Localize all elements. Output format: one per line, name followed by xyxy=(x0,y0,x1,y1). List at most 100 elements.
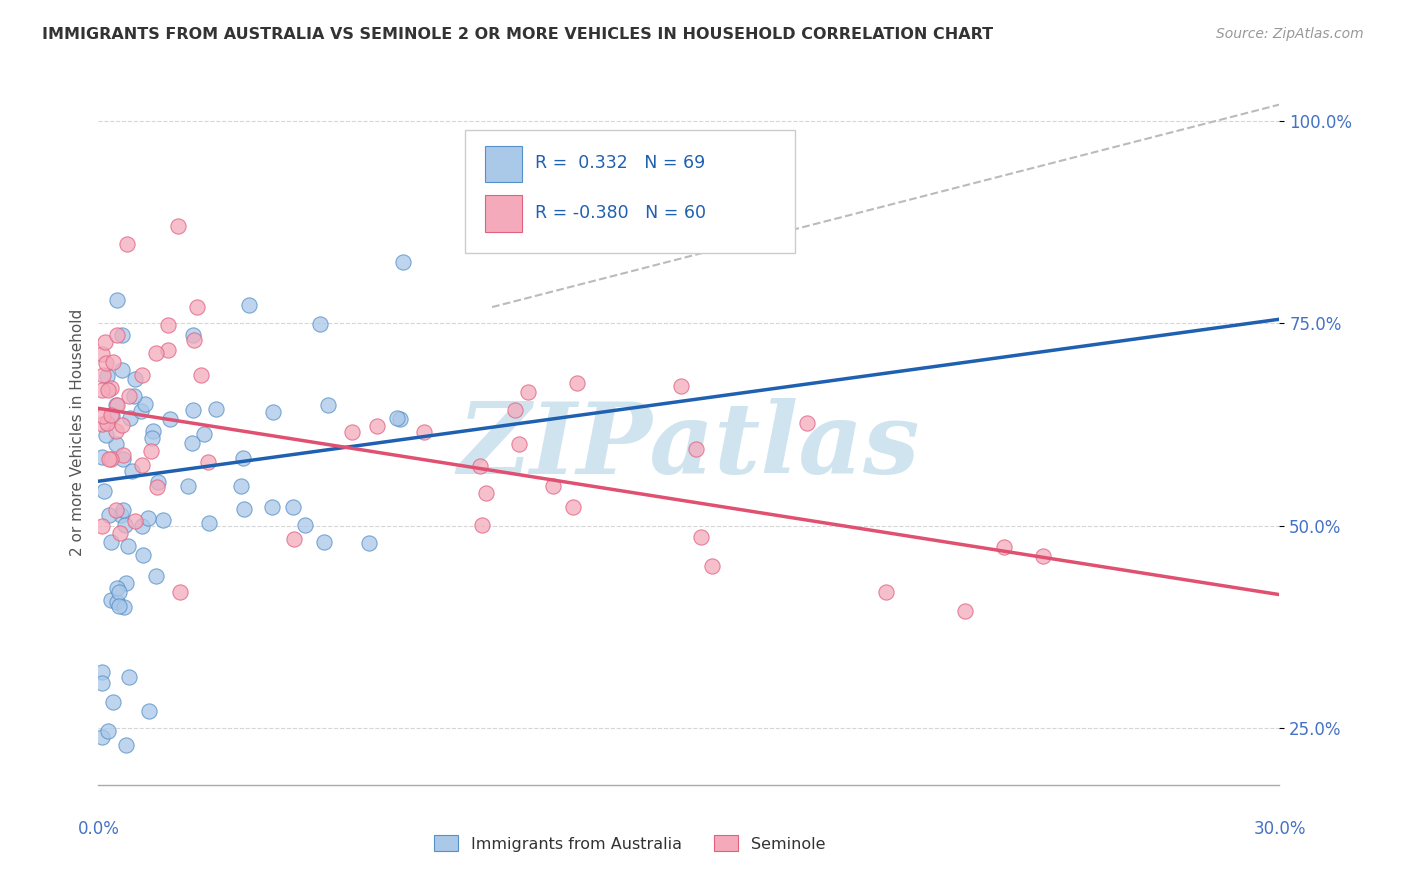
Point xyxy=(91,417,114,432)
Point xyxy=(96,356,118,370)
Text: 0.0%: 0.0% xyxy=(77,820,120,838)
Point xyxy=(117,389,139,403)
Text: 30.0%: 30.0% xyxy=(1253,820,1306,838)
Legend: Immigrants from Australia, Seminole: Immigrants from Australia, Seminole xyxy=(427,829,832,858)
Point xyxy=(413,425,436,439)
Point xyxy=(96,416,118,430)
Point xyxy=(316,398,339,412)
Point xyxy=(145,346,167,360)
Point xyxy=(138,510,160,524)
Point xyxy=(114,739,136,753)
Text: IMMIGRANTS FROM AUSTRALIA VS SEMINOLE 2 OR MORE VEHICLES IN HOUSEHOLD CORRELATIO: IMMIGRANTS FROM AUSTRALIA VS SEMINOLE 2 … xyxy=(42,27,993,42)
Point xyxy=(117,237,139,252)
Point xyxy=(105,582,128,596)
Text: R =  0.332   N = 69: R = 0.332 N = 69 xyxy=(536,154,706,172)
Point xyxy=(124,514,146,528)
Point xyxy=(312,534,335,549)
Point xyxy=(105,425,128,439)
Point xyxy=(105,398,128,412)
Point xyxy=(503,402,526,417)
Point xyxy=(104,436,127,450)
Point xyxy=(111,328,134,343)
Point xyxy=(129,403,152,417)
Point xyxy=(283,532,305,546)
Point xyxy=(111,503,134,517)
Point xyxy=(91,346,114,360)
Point xyxy=(470,518,492,533)
Point xyxy=(152,513,174,527)
Point xyxy=(262,405,284,419)
Point xyxy=(91,665,114,680)
Point xyxy=(93,368,115,383)
Point xyxy=(145,480,167,494)
Point xyxy=(100,593,122,607)
Point xyxy=(232,450,254,465)
Point xyxy=(385,411,408,425)
Point xyxy=(281,500,304,515)
Point xyxy=(103,695,125,709)
Point xyxy=(389,412,412,426)
Bar xyxy=(485,195,523,232)
Point xyxy=(131,368,153,382)
Point xyxy=(139,443,162,458)
Point xyxy=(145,569,167,583)
Point xyxy=(1032,549,1054,563)
Point xyxy=(166,219,188,233)
Point xyxy=(181,327,204,342)
Point xyxy=(108,584,131,599)
Point xyxy=(97,723,120,738)
Point xyxy=(94,334,117,349)
Point xyxy=(104,503,127,517)
Point xyxy=(105,595,128,609)
Point xyxy=(97,508,120,522)
Point xyxy=(565,376,588,390)
Point xyxy=(690,530,713,544)
Point xyxy=(181,402,204,417)
Point xyxy=(138,705,160,719)
Point xyxy=(205,401,228,416)
Point xyxy=(131,458,153,473)
Point xyxy=(541,479,564,493)
Point xyxy=(146,475,169,490)
Point xyxy=(108,526,131,541)
Point xyxy=(875,585,897,599)
Point xyxy=(96,428,118,442)
Point xyxy=(156,343,179,357)
Point xyxy=(183,333,205,347)
Point xyxy=(112,452,135,467)
Point xyxy=(110,508,132,522)
FancyBboxPatch shape xyxy=(464,129,796,253)
Point xyxy=(193,426,215,441)
Point xyxy=(114,575,136,590)
Point xyxy=(190,368,212,383)
Point xyxy=(993,541,1015,555)
Point xyxy=(118,411,141,425)
Point xyxy=(111,417,134,432)
Point xyxy=(561,500,583,514)
Point xyxy=(180,435,202,450)
Point xyxy=(197,455,219,469)
Point xyxy=(229,479,252,493)
Point xyxy=(101,409,124,424)
Point xyxy=(294,518,316,533)
Point xyxy=(105,327,128,342)
Point xyxy=(470,458,492,473)
Point xyxy=(392,254,415,268)
Point xyxy=(340,425,363,439)
Point xyxy=(131,519,153,533)
Point xyxy=(97,451,120,466)
Point xyxy=(105,293,128,307)
Point xyxy=(91,518,114,533)
Point xyxy=(169,585,191,599)
Point xyxy=(796,416,818,430)
Point xyxy=(186,300,208,314)
Point xyxy=(176,479,198,493)
Point xyxy=(103,354,125,368)
Y-axis label: 2 or more Vehicles in Household: 2 or more Vehicles in Household xyxy=(69,309,84,557)
Point xyxy=(132,548,155,562)
Point xyxy=(669,379,692,393)
Point xyxy=(366,419,388,434)
Point xyxy=(159,411,181,425)
Point xyxy=(238,298,260,312)
Point xyxy=(91,675,114,690)
